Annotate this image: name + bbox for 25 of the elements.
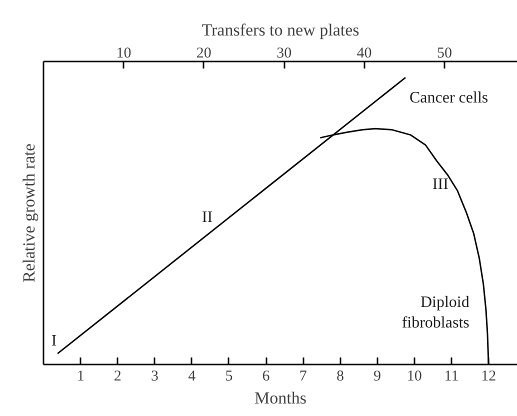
x2-tick-label: 20: [196, 46, 212, 62]
x-tick-label: 2: [114, 368, 122, 384]
x-tick-label: 3: [151, 368, 159, 384]
x-tick-label: 1: [76, 368, 84, 384]
x2-tick-label: 40: [356, 46, 372, 62]
x-tick-label: 4: [188, 368, 196, 384]
annotation: III: [432, 176, 448, 194]
x2-axis-title: Transfers to new plates: [202, 20, 360, 40]
x-tick-label: 9: [374, 368, 382, 384]
x-tick-label: 6: [262, 368, 270, 384]
x-tick-label: 5: [225, 368, 233, 384]
x-tick-label: 8: [336, 368, 344, 384]
x-axis-title: Months: [254, 388, 306, 408]
series-label: Diploid fibroblasts: [402, 294, 470, 332]
x2-tick-label: 30: [276, 46, 292, 62]
x2-tick-label: 10: [116, 46, 132, 62]
x-tick-label: 11: [444, 368, 459, 384]
x-tick-label: 12: [481, 368, 496, 384]
y-axis-title: Relative growth rate: [20, 144, 38, 282]
x2-tick-label: 50: [437, 46, 452, 62]
x-tick-label: 10: [406, 368, 422, 384]
annotation: I: [51, 332, 57, 350]
x-tick-label: 7: [299, 368, 308, 384]
series-label: Cancer cells: [409, 90, 488, 107]
annotation: II: [202, 209, 213, 226]
